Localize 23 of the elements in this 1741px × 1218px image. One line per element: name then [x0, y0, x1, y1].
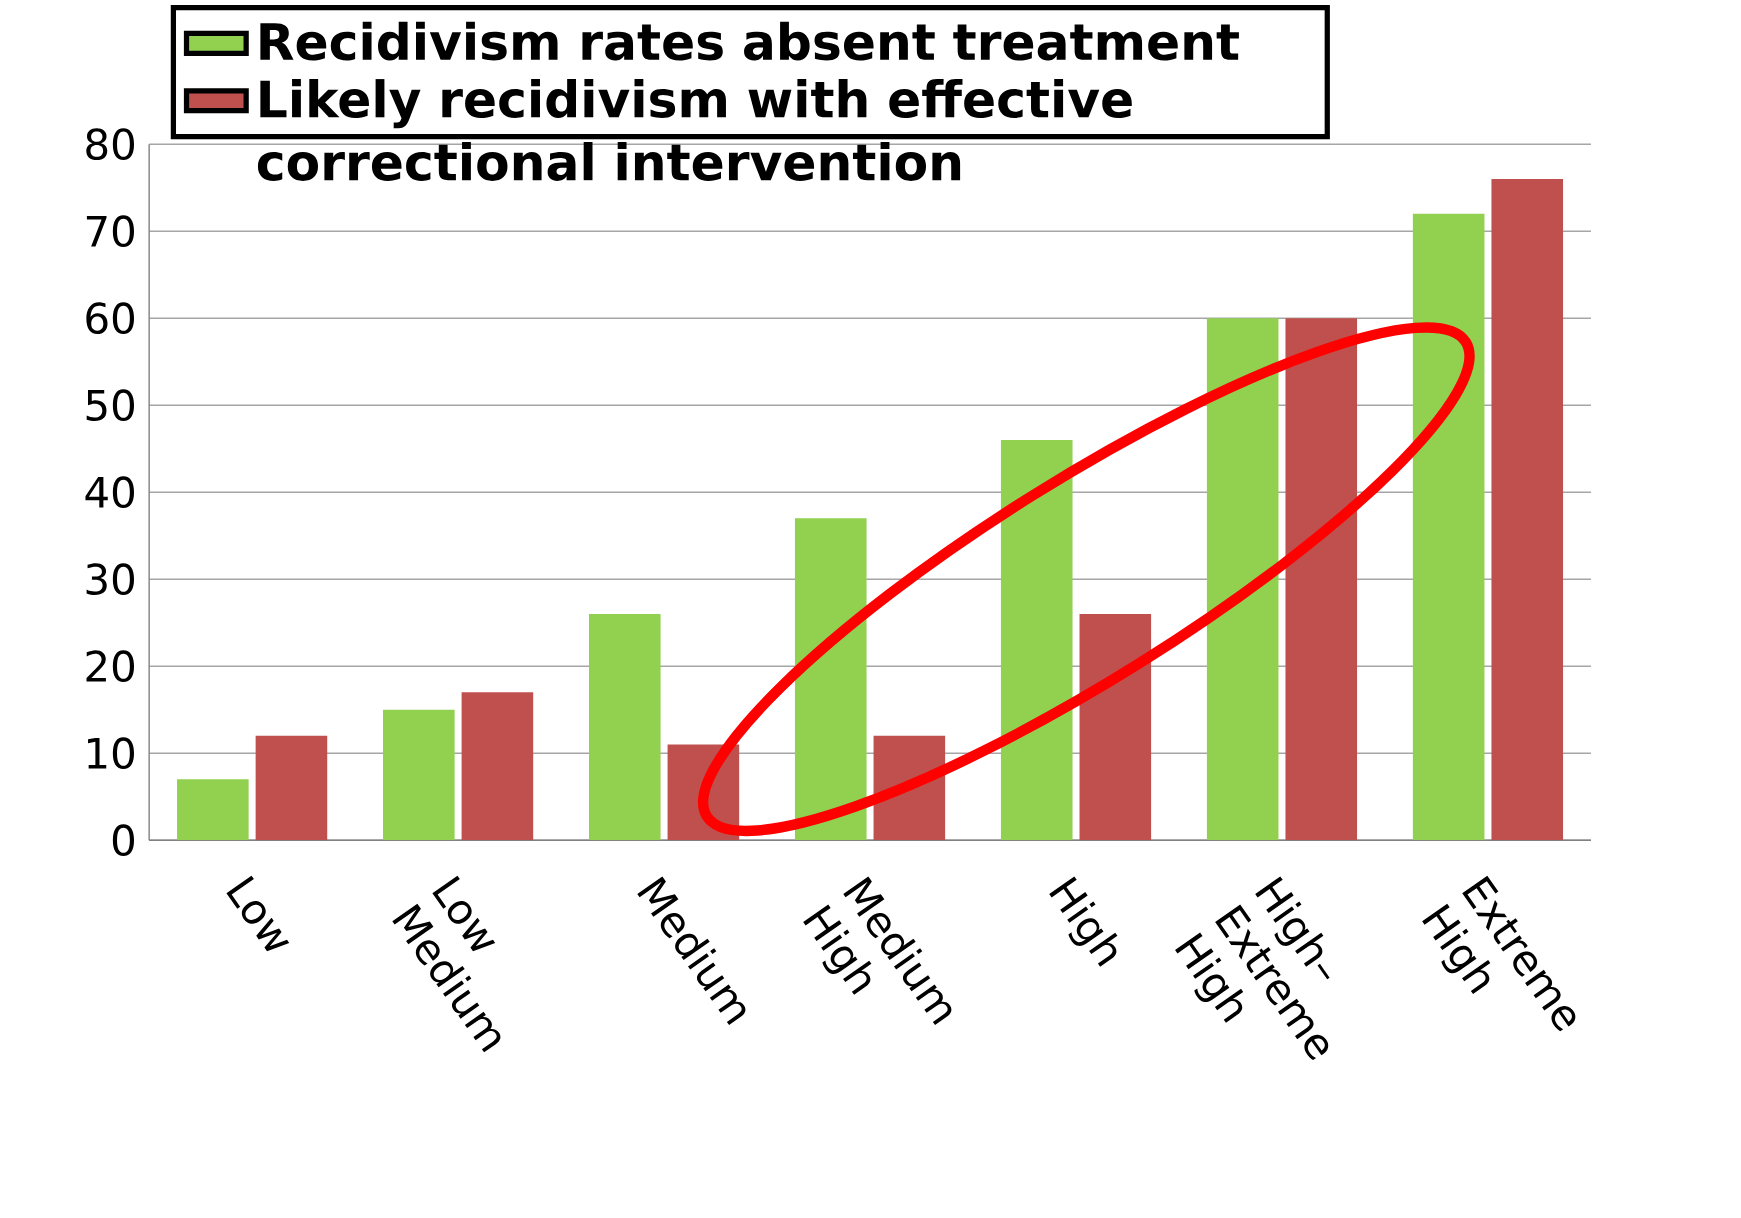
- bar: [1000, 439, 1073, 841]
- bar: [383, 709, 455, 841]
- bar: [1079, 613, 1152, 841]
- bar: [177, 779, 249, 841]
- y-tick-label: 80: [86, 128, 135, 161]
- y-tick-label: 50: [86, 389, 135, 422]
- legend-label: Likely recidivism with effective correctional intervention: [257, 79, 1132, 181]
- bar: [255, 735, 328, 841]
- y-tick-label: 40: [85, 476, 135, 509]
- bar: [1285, 318, 1358, 841]
- bar: [588, 613, 661, 841]
- bar: [1206, 318, 1279, 841]
- bar: [461, 692, 534, 841]
- legend-label: Recidivism rates absent treatment: [260, 21, 1239, 61]
- y-tick-label: 20: [86, 650, 135, 683]
- y-tick-label: 10: [88, 737, 135, 770]
- y-tick-label: 70: [86, 215, 135, 248]
- y-tick-label: 0: [112, 824, 135, 857]
- bar: [794, 518, 867, 841]
- bar: [1491, 178, 1564, 841]
- bar: [1412, 213, 1485, 841]
- y-tick-label: 60: [86, 302, 135, 335]
- y-tick-label: 30: [86, 563, 135, 596]
